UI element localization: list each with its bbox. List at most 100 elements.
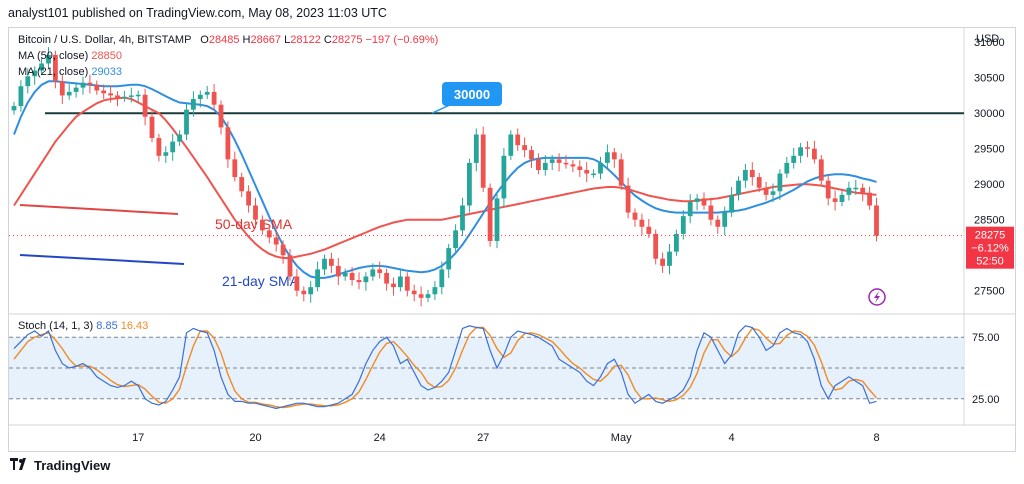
candle <box>632 208 638 227</box>
candle <box>94 80 100 95</box>
ma21-label: MA (21, close) <box>18 66 89 78</box>
candle <box>529 145 534 168</box>
candle-body <box>432 287 438 295</box>
candle-body <box>370 269 376 277</box>
candle-body <box>694 198 700 202</box>
candle-body <box>322 258 327 270</box>
ohlc-high-label: H <box>242 34 251 46</box>
stoch-k-value: 8.85 <box>96 320 118 332</box>
candle <box>266 224 272 244</box>
ma50-label: MA (50, close) <box>18 50 89 62</box>
legend-ma50-row: MA (50, close) 28850 <box>18 49 122 64</box>
candle-body <box>549 159 555 163</box>
candle-body <box>749 170 755 178</box>
candle-body <box>239 177 245 192</box>
candle-body <box>653 233 659 259</box>
sma50-annotation: 50-day SMA <box>215 216 293 232</box>
candle <box>142 88 148 126</box>
candle <box>260 215 265 235</box>
candle <box>342 268 348 281</box>
candle <box>777 169 783 200</box>
candle-body <box>508 134 514 156</box>
candle-body <box>818 159 824 181</box>
ohlc-close-label: C <box>323 34 332 46</box>
candle <box>618 153 624 190</box>
candle-body <box>253 205 258 220</box>
price-tick-label: 29500 <box>974 144 1005 156</box>
candle-body <box>722 212 728 227</box>
candle-body <box>701 198 707 206</box>
candle <box>128 87 134 103</box>
candle-body <box>94 84 100 91</box>
candle <box>473 128 479 172</box>
level-30000-line: 30000 <box>45 82 964 115</box>
stoch-label: Stoch (14, 1, 3) <box>18 320 94 332</box>
candle-body <box>384 272 389 284</box>
candle <box>46 47 51 70</box>
candle <box>749 162 755 186</box>
price-tick-label: 28500 <box>974 215 1005 227</box>
candle <box>404 272 410 297</box>
candle-body <box>411 290 417 295</box>
ohlc-low-label: L <box>284 34 291 46</box>
candle-body <box>39 63 44 71</box>
candle-body <box>101 90 107 94</box>
publisher-line: analyst101 published on TradingView.com,… <box>8 6 387 20</box>
candle <box>163 146 169 163</box>
candle <box>715 215 721 234</box>
candle-body <box>570 164 576 167</box>
candle <box>18 80 24 112</box>
candle-body <box>25 76 31 87</box>
candle-body <box>335 265 341 277</box>
candle-body <box>708 205 714 220</box>
candle-body <box>163 152 169 156</box>
candle-body <box>563 162 569 165</box>
candle <box>660 252 665 273</box>
candle <box>639 213 645 236</box>
candle <box>232 151 238 182</box>
price-badge-price: 28275 <box>975 230 1006 242</box>
candle-body <box>446 248 452 270</box>
candle-body <box>639 219 645 227</box>
candle-body <box>798 147 803 156</box>
candle <box>170 133 176 161</box>
candle <box>322 254 327 276</box>
candle-body <box>363 276 369 283</box>
footer-brand[interactable]: TradingView <box>10 458 110 473</box>
candle-body <box>398 276 403 288</box>
candle <box>211 84 217 111</box>
candle <box>87 74 93 94</box>
ma50-value: 28850 <box>91 50 122 62</box>
candle <box>584 162 590 183</box>
candle <box>432 281 438 300</box>
candle-body <box>73 87 79 92</box>
candle <box>508 130 514 161</box>
candle-body <box>11 106 17 111</box>
candle-body <box>301 290 307 295</box>
ohlc-open: 28485 <box>208 34 240 46</box>
price-tick-label: 30500 <box>974 73 1005 85</box>
candle-body <box>142 94 148 117</box>
candle <box>522 137 527 158</box>
time-tick-label: May <box>611 432 632 444</box>
candle <box>487 183 493 247</box>
candle <box>398 268 403 292</box>
candle <box>418 286 424 307</box>
candle-body <box>729 194 734 213</box>
candle <box>549 155 555 170</box>
candle <box>653 229 659 265</box>
candle <box>832 190 838 211</box>
candle-body <box>135 94 141 97</box>
candle-body <box>853 187 859 190</box>
candle <box>308 281 314 303</box>
candle <box>867 186 872 210</box>
candle-body <box>632 212 638 220</box>
candle-body <box>805 147 810 149</box>
candle-body <box>777 173 783 192</box>
candle <box>853 179 859 195</box>
lightning-icon-bolt <box>874 291 880 303</box>
candle <box>467 158 472 213</box>
candle <box>280 240 286 264</box>
candle <box>135 90 141 103</box>
